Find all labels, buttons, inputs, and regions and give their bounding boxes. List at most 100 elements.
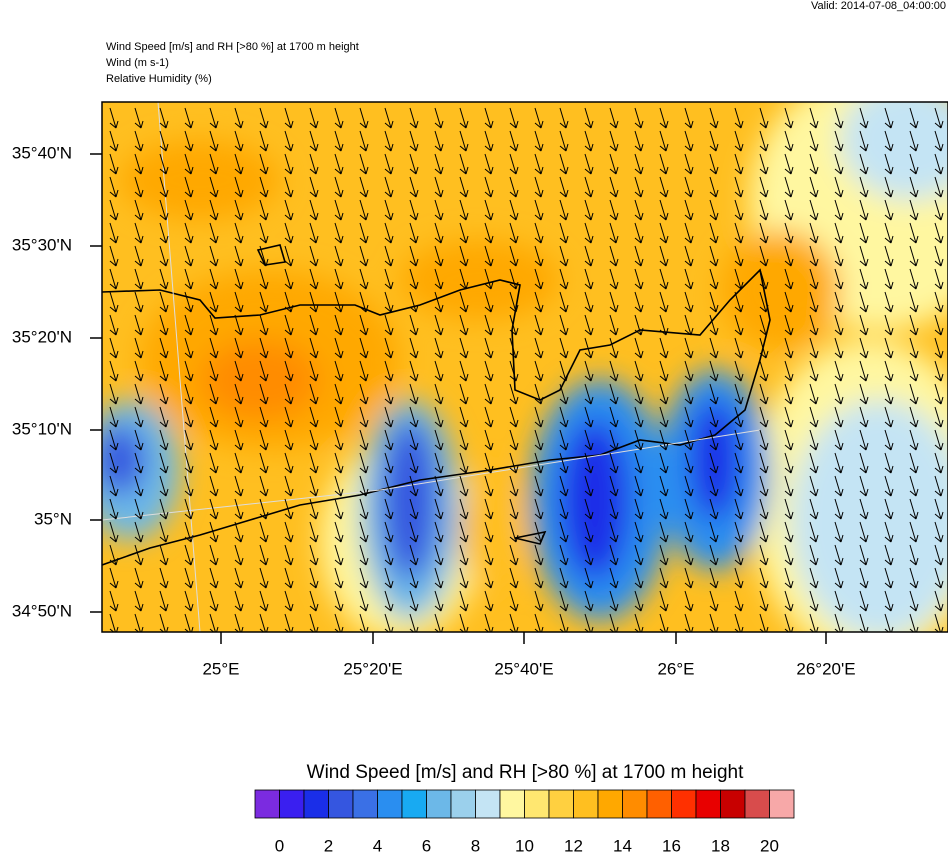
- wind-arrow: [934, 498, 944, 520]
- wind-arrow: [209, 222, 219, 244]
- wind-arrow: [634, 222, 644, 244]
- wind-arrow: [359, 452, 369, 474]
- wind-arrow: [209, 107, 219, 129]
- wind-arrow: [134, 245, 144, 267]
- wind-arrow: [284, 544, 294, 566]
- wind-arrow: [434, 521, 444, 543]
- wind-arrow: [584, 130, 594, 152]
- colorbar-label: 8: [471, 836, 480, 854]
- wind-arrow: [509, 360, 519, 382]
- wind-arrow: [534, 521, 544, 543]
- wind-arrow: [684, 222, 694, 244]
- wind-arrow: [534, 176, 544, 198]
- wind-arrow: [409, 498, 419, 520]
- wind-arrow: [509, 245, 519, 267]
- wind-arrow: [809, 567, 819, 589]
- wind-arrow: [659, 291, 669, 313]
- wind-arrow: [334, 130, 344, 152]
- wind-arrow: [284, 199, 294, 221]
- wind-arrow: [809, 291, 819, 313]
- wind-arrow: [484, 268, 494, 290]
- wind-arrow: [884, 291, 894, 313]
- wind-arrow: [459, 337, 469, 359]
- wind-arrow: [134, 199, 144, 221]
- wind-arrow: [134, 521, 144, 543]
- wind-arrow: [159, 498, 169, 520]
- wind-arrow: [159, 268, 169, 290]
- wind-arrow: [534, 107, 544, 129]
- wind-arrow: [259, 498, 269, 520]
- wind-arrow: [884, 475, 894, 497]
- wind-arrow: [934, 429, 944, 451]
- wind-arrow: [709, 245, 719, 267]
- wind-arrow: [109, 406, 119, 428]
- wind-arrow: [859, 222, 869, 244]
- wind-arrow: [659, 245, 669, 267]
- wind-arrow: [434, 337, 444, 359]
- lon-label: 25°40'E: [494, 659, 553, 678]
- wind-arrow: [134, 567, 144, 589]
- wind-arrow: [534, 199, 544, 221]
- wind-arrow: [709, 544, 719, 566]
- wind-arrow: [434, 498, 444, 520]
- wind-arrow: [609, 383, 619, 405]
- wind-arrow: [359, 222, 369, 244]
- wind-arrow: [609, 429, 619, 451]
- wind-arrow: [459, 383, 469, 405]
- wind-arrow: [759, 383, 769, 405]
- wind-arrow: [234, 291, 244, 313]
- wind-arrow: [209, 130, 219, 152]
- wind-arrow: [259, 567, 269, 589]
- wind-arrow: [134, 130, 144, 152]
- wind-arrow: [334, 383, 344, 405]
- wind-arrow: [634, 130, 644, 152]
- wind-arrow: [684, 314, 694, 336]
- wind-arrow: [534, 544, 544, 566]
- wind-arrow: [909, 291, 919, 313]
- wind-arrow: [784, 153, 794, 175]
- wind-arrow: [234, 314, 244, 336]
- wind-arrow: [484, 130, 494, 152]
- wind-arrow: [809, 199, 819, 221]
- wind-arrow: [159, 291, 169, 313]
- wind-arrow: [784, 268, 794, 290]
- wind-arrow: [184, 429, 194, 451]
- wind-arrow: [309, 567, 319, 589]
- wind-arrow: [634, 429, 644, 451]
- wind-arrow: [659, 360, 669, 382]
- wind-arrow: [634, 245, 644, 267]
- wind-arrow: [709, 498, 719, 520]
- wind-arrow: [384, 291, 394, 313]
- wind-arrow: [584, 567, 594, 589]
- wind-arrow: [859, 475, 869, 497]
- map-axes: 35°40'N 35°30'N 35°20'N 35°10'N 35°N 34°50'N 2…: [12, 143, 856, 678]
- wind-arrow: [809, 406, 819, 428]
- wind-arrow: [209, 153, 219, 175]
- wind-arrow: [834, 199, 844, 221]
- wind-arrow: [634, 452, 644, 474]
- wind-arrow: [334, 107, 344, 129]
- wind-arrow: [634, 406, 644, 428]
- wind-arrow: [784, 107, 794, 129]
- wind-arrow: [734, 498, 744, 520]
- wind-arrow: [109, 475, 119, 497]
- wind-arrow: [184, 268, 194, 290]
- wind-arrow: [434, 544, 444, 566]
- wind-arrow: [509, 337, 519, 359]
- wind-arrow: [634, 383, 644, 405]
- wind-arrow: [934, 521, 944, 543]
- wind-arrow: [909, 429, 919, 451]
- wind-arrow: [234, 107, 244, 129]
- wind-arrow: [534, 383, 544, 405]
- wind-arrow: [259, 130, 269, 152]
- wind-arrow: [934, 383, 944, 405]
- wind-arrow: [509, 567, 519, 589]
- wind-arrow: [684, 452, 694, 474]
- wind-arrow: [159, 406, 169, 428]
- wind-arrow: [109, 337, 119, 359]
- wind-arrow: [359, 199, 369, 221]
- wind-arrow: [134, 452, 144, 474]
- wind-arrow: [134, 475, 144, 497]
- wind-arrow: [784, 521, 794, 543]
- wind-arrow: [859, 130, 869, 152]
